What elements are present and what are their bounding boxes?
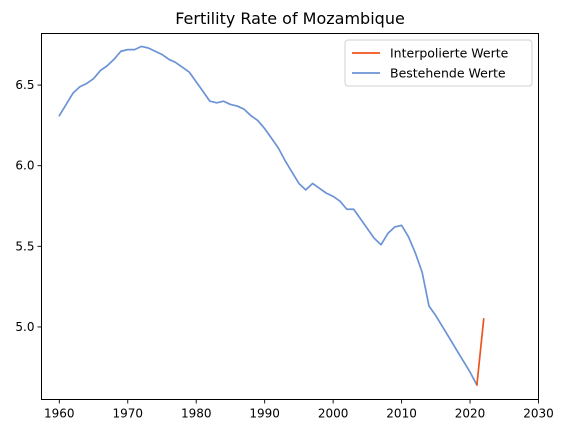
x-tick-label: 2000 — [318, 407, 349, 421]
y-tick-label: 5.0 — [15, 320, 34, 334]
y-tick-label: 6.0 — [15, 159, 34, 173]
x-tick-label: 2030 — [523, 407, 554, 421]
y-axis: 5.0 5.5 6.0 6.5 — [15, 78, 42, 334]
x-tick-label: 2020 — [455, 407, 486, 421]
x-tick-label: 1980 — [181, 407, 212, 421]
chart-title: Fertility Rate of Mozambique — [175, 9, 405, 28]
x-tick-label: 1960 — [44, 407, 75, 421]
y-tick-label: 6.5 — [15, 78, 34, 92]
legend-label: Interpolierte Werte — [390, 46, 509, 61]
series-line-0 — [476, 318, 485, 386]
plot-area — [58, 45, 485, 386]
legend: Interpolierte Werte Bestehende Werte — [344, 39, 533, 87]
legend-label: Bestehende Werte — [390, 66, 506, 81]
y-tick-label: 5.5 — [15, 239, 34, 253]
x-tick-label: 2010 — [386, 407, 417, 421]
x-tick-label: 1990 — [249, 407, 280, 421]
series-line-1 — [58, 45, 478, 386]
legend-box — [344, 39, 533, 87]
x-tick-label: 1970 — [112, 407, 143, 421]
x-axis: 1960 1970 1980 1990 2000 2010 2020 2030 — [44, 399, 554, 421]
plot-frame — [41, 33, 539, 400]
